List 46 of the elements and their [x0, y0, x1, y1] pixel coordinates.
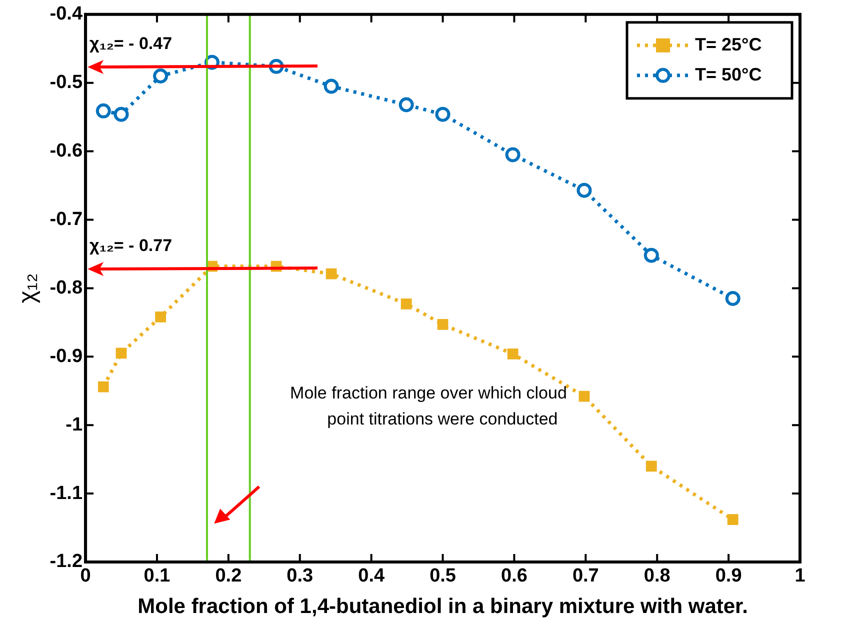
point: [507, 348, 518, 360]
y-tick-label: -0.8: [50, 277, 83, 298]
point: [324, 78, 339, 94]
point: [98, 381, 109, 392]
x-axis-title: Mole fraction of 1,4-butanediol in a binary mixture with water.: [138, 595, 748, 618]
y-axis-title: χ₁₂: [14, 273, 42, 304]
x-tick-label: 0.1: [144, 566, 171, 587]
y-tick-label: -0.6: [50, 140, 83, 162]
legend-label: T= 50°C: [695, 64, 762, 84]
x-tick-label: 0: [80, 566, 91, 587]
point: [646, 460, 657, 472]
y-tick-label: -0.4: [50, 4, 83, 25]
point: [114, 106, 129, 122]
y-tick-label: -1.1: [50, 482, 83, 504]
x-tick-label: 0.3: [286, 566, 314, 587]
point: [153, 68, 168, 84]
point: [576, 182, 592, 198]
annotation: χ₁₂= - 0.47: [90, 34, 172, 54]
point: [435, 106, 450, 122]
x-tick-label: 1: [794, 566, 806, 587]
point: [505, 147, 520, 162]
y-tick-label: -0.5: [50, 72, 83, 94]
x-tick-label: 0.4: [358, 566, 385, 587]
x-tick-label: 0.9: [715, 566, 742, 587]
annotation: Mole fraction range over which cloud point titrations were conducted: [290, 383, 567, 428]
point: [116, 348, 127, 359]
point: [437, 319, 448, 330]
x-tick-label: 0.6: [501, 566, 528, 587]
point: [644, 248, 659, 263]
point: [326, 268, 337, 280]
point: [155, 312, 166, 322]
point: [578, 390, 590, 402]
point: [727, 514, 738, 526]
point: [96, 103, 111, 118]
y-tick-label: -0.7: [50, 208, 83, 230]
x-tick-label: 0.2: [215, 566, 242, 587]
x-tick-label: 0.7: [572, 566, 599, 587]
point: [400, 298, 412, 310]
annotation: χ₁₂= - 0.77: [90, 236, 172, 256]
legend-label: T= 25°C: [695, 34, 762, 54]
y-tick-label: -1: [66, 414, 83, 436]
y-tick-label: -0.9: [50, 346, 83, 367]
point: [398, 97, 414, 112]
point: [725, 290, 740, 306]
x-tick-label: 0.5: [430, 566, 456, 587]
x-tick-label: 0.8: [644, 566, 670, 587]
